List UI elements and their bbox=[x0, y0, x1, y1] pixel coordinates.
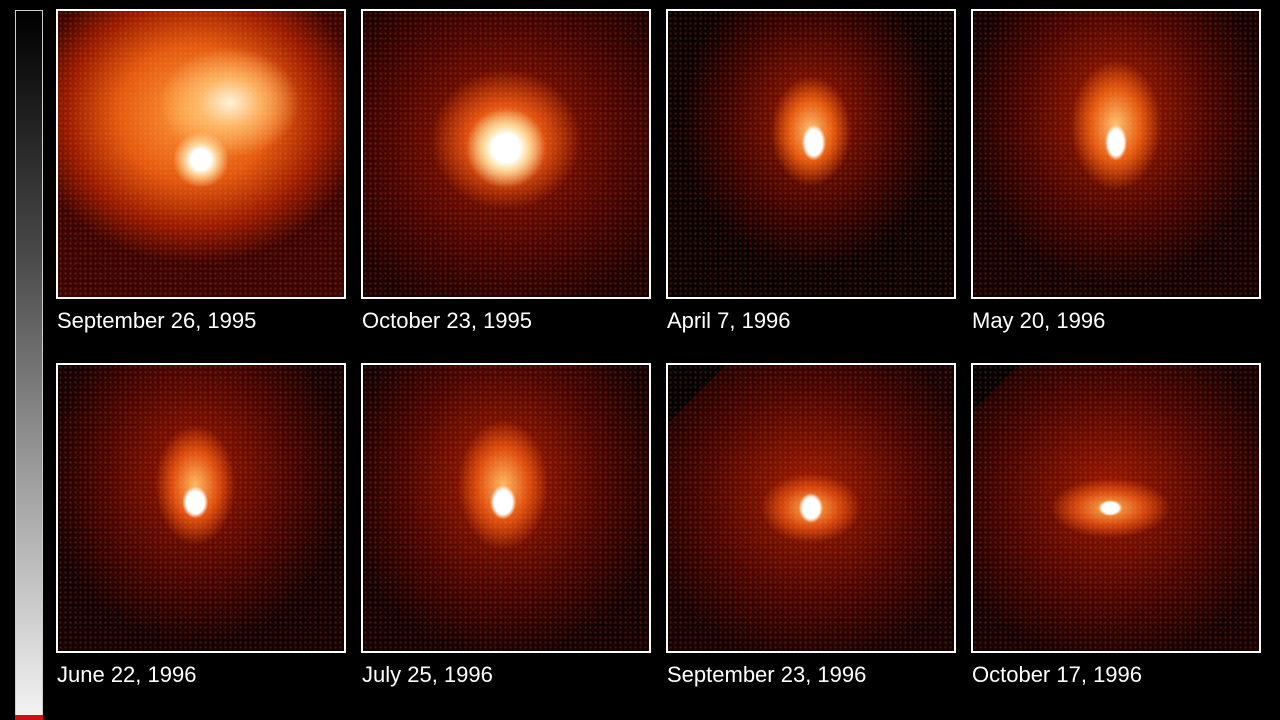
date-label-5: June 22, 1996 bbox=[57, 662, 197, 687]
comet-image-panel-6 bbox=[361, 363, 651, 653]
date-label-4: May 20, 1996 bbox=[972, 308, 1106, 333]
comet-image-panel-4 bbox=[971, 9, 1261, 299]
comet-image-panel-3 bbox=[666, 9, 956, 299]
date-label-1: September 26, 1995 bbox=[57, 308, 257, 333]
date-label-6: July 25, 1996 bbox=[362, 662, 493, 687]
comet-image-panel-8 bbox=[971, 363, 1261, 653]
date-label-3: April 7, 1996 bbox=[667, 308, 791, 333]
comet-image-panel-5 bbox=[56, 363, 346, 653]
comet-image-panel-1 bbox=[56, 9, 346, 299]
date-label-2: October 23, 1995 bbox=[362, 308, 533, 333]
date-label-8: October 17, 1996 bbox=[972, 662, 1143, 687]
intensity-scale-bar bbox=[15, 10, 43, 716]
comet-image-panel-2 bbox=[361, 9, 651, 299]
comet-image-panel-7 bbox=[666, 363, 956, 653]
date-label-7: September 23, 1996 bbox=[667, 662, 867, 687]
intensity-scale-tip bbox=[15, 715, 43, 720]
